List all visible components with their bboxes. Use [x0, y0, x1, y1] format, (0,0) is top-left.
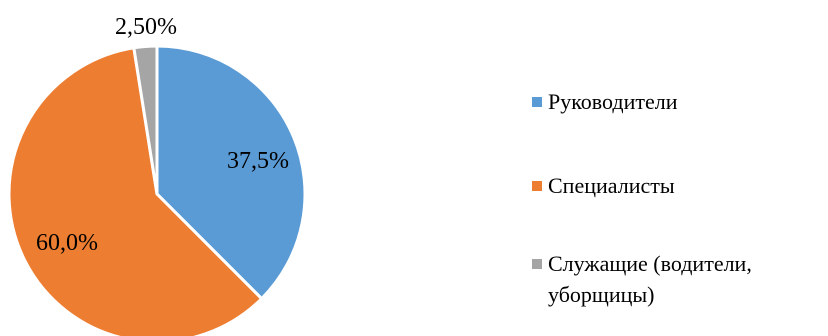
pie-slice-sluzhashchie: [132, 44, 159, 195]
chart-legend: Руководители Специалисты Служащие (водит…: [532, 0, 822, 336]
legend-swatch-sluzhashchie: [532, 259, 542, 269]
legend-swatch-rukovoditeli: [532, 97, 542, 107]
pie-slice-rukovoditeli: [155, 44, 307, 301]
data-label-sluzhashchie: 2,50%: [115, 14, 177, 40]
legend-label-sluzhashchie: Служащие (водители, уборщицы): [548, 251, 752, 307]
legend-swatch-spetsialisty: [532, 181, 542, 191]
pie-data-labels: 37,5% 60,0% 2,50%: [36, 14, 289, 256]
legend-item-rukovoditeli: Руководители: [532, 86, 818, 117]
legend-item-spetsialisty: Специалисты: [532, 170, 818, 201]
pie-slices: [7, 44, 307, 336]
legend-label-spetsialisty: Специалисты: [548, 173, 675, 198]
data-label-rukovoditeli: 37,5%: [227, 148, 289, 174]
legend-item-sluzhashchie: Служащие (водители, уборщицы): [532, 248, 818, 310]
pie-slice-spetsialisty: [7, 46, 264, 336]
data-label-spetsialisty: 60,0%: [36, 230, 98, 256]
legend-label-rukovoditeli: Руководители: [548, 89, 678, 114]
